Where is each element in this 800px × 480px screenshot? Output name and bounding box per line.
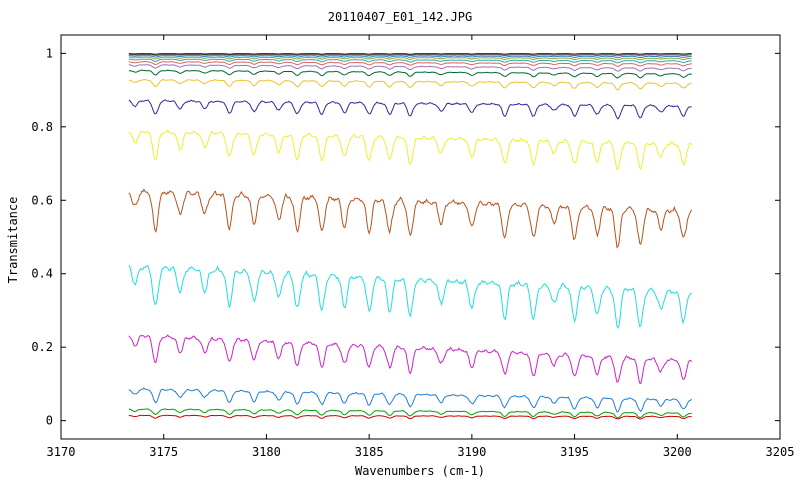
series-line <box>128 53 692 55</box>
series-line <box>128 334 693 385</box>
series-layer <box>128 53 693 420</box>
series-line <box>128 99 692 120</box>
series-line <box>128 55 692 59</box>
series-line <box>128 64 692 72</box>
series-line <box>128 53 692 57</box>
tick-layer: 3170 3175 3180 3185 3190 3195 3200 3205 0 0.2 0.4 0… <box>31 35 794 459</box>
x-tick-label: 3175 <box>149 445 178 459</box>
y-tick-label: 1 <box>46 46 53 60</box>
series-line <box>128 408 692 419</box>
series-line <box>128 414 692 420</box>
y-axis-label: Transmitance <box>6 197 20 284</box>
series-line <box>128 128 693 171</box>
y-tick-label: 0.6 <box>31 193 53 207</box>
plot-frame <box>60 34 781 440</box>
x-tick-label: 3170 <box>47 445 76 459</box>
series-line <box>128 69 692 79</box>
series-line <box>128 56 692 61</box>
series-line <box>128 264 692 329</box>
y-tick-label: 0.2 <box>31 340 53 354</box>
x-tick-label: 3185 <box>355 445 384 459</box>
x-tick-label: 3195 <box>560 445 589 459</box>
x-tick-label: 3200 <box>663 445 692 459</box>
y-tick-label: 0 <box>46 414 53 428</box>
series-line <box>128 387 693 413</box>
series-line <box>128 58 692 64</box>
series-line <box>128 188 693 249</box>
x-tick-label: 3190 <box>457 445 486 459</box>
y-tick-label: 0.4 <box>31 267 53 281</box>
series-line <box>128 60 692 67</box>
chart-title: 20110407_E01_142.JPG <box>328 10 473 24</box>
y-tick-label: 0.8 <box>31 120 53 134</box>
x-tick-label: 3205 <box>766 445 795 459</box>
series-line <box>128 79 692 91</box>
x-axis-label: Wavenumbers (cm-1) <box>355 464 485 478</box>
x-tick-label: 3180 <box>252 445 281 459</box>
